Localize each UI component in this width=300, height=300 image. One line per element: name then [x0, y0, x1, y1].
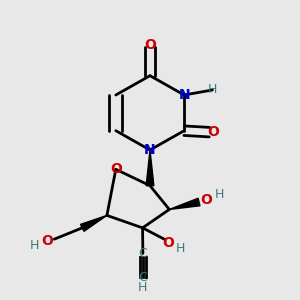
Text: O: O — [208, 125, 220, 139]
Text: N: N — [144, 143, 156, 157]
Text: O: O — [110, 162, 122, 176]
Text: O: O — [144, 38, 156, 52]
Text: H: H — [138, 281, 148, 294]
Text: C: C — [139, 247, 147, 260]
Text: H: H — [29, 239, 39, 252]
Text: O: O — [162, 236, 174, 250]
Text: H: H — [176, 242, 185, 255]
Polygon shape — [146, 150, 154, 186]
Text: H: H — [208, 83, 217, 97]
Text: O: O — [41, 234, 53, 248]
Polygon shape — [169, 198, 200, 209]
Text: N: N — [178, 88, 190, 102]
Polygon shape — [80, 215, 107, 231]
Text: H: H — [214, 188, 224, 201]
Text: C: C — [139, 271, 147, 284]
Text: O: O — [200, 193, 212, 207]
